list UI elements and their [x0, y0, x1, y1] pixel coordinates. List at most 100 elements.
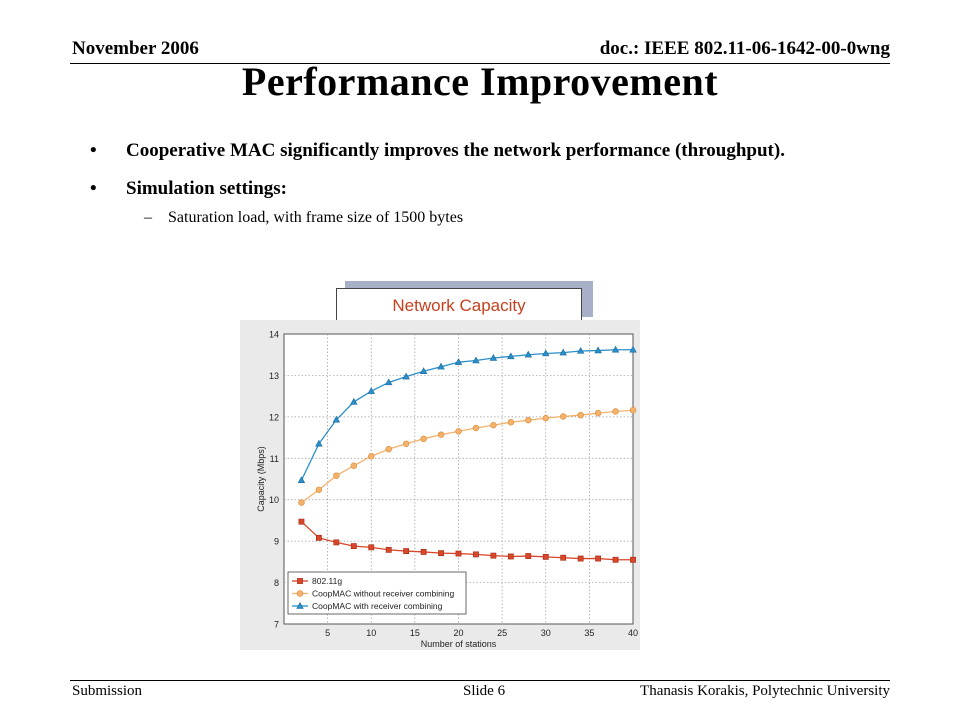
x-tick-label: 5: [325, 628, 330, 638]
series-1: [298, 407, 637, 506]
footer-divider: [70, 680, 890, 681]
data-point: [368, 544, 375, 551]
data-point: [473, 551, 479, 558]
data-point: [454, 358, 463, 365]
x-axis-label: Number of stations: [421, 639, 497, 649]
legend: 802.11g CoopMAC without receiver combinin…: [287, 571, 467, 615]
data-point: [350, 397, 358, 405]
footer-submission: Submission: [72, 683, 143, 699]
data-point: [524, 350, 533, 358]
data-point: [489, 354, 498, 361]
data-point: [629, 407, 637, 414]
data-point: [315, 486, 323, 493]
data-point: [437, 362, 445, 370]
x-tick-label: 35: [584, 628, 594, 638]
sub-bullet-item: – Saturation load, with frame size of 15…: [88, 207, 848, 229]
data-point: [315, 439, 323, 447]
data-point: [385, 546, 392, 553]
legend-box: [287, 571, 467, 615]
data-point: [368, 453, 375, 460]
header-date: November 2006: [72, 38, 199, 59]
data-point: [403, 548, 410, 554]
capacity-chart: 7 8 9 10 11 12 13 14 5 10 15 20 25 30 35 40 Number of st…: [240, 320, 640, 650]
data-point: [438, 550, 444, 557]
series-line: [301, 521, 633, 561]
bullet-item: • Simulation settings:: [88, 175, 848, 202]
series-line: [300, 349, 633, 481]
data-point: [542, 414, 549, 422]
header-divider: [70, 63, 890, 64]
data-point: [333, 539, 340, 546]
data-point: [402, 440, 410, 447]
legend-marker: [297, 578, 303, 584]
data-point: [629, 345, 637, 353]
data-point: [612, 556, 619, 563]
legend-marker: [296, 590, 304, 597]
header-doc-id: doc.: IEEE 802.11-06-1642-00-0wng: [599, 38, 890, 59]
data-point: [595, 555, 601, 562]
data-point: [490, 552, 497, 559]
data-point: [332, 415, 341, 423]
data-point: [367, 387, 375, 394]
data-point: [507, 352, 515, 360]
x-tick-label: 15: [410, 628, 420, 638]
data-point: [560, 554, 567, 561]
data-point: [472, 424, 480, 432]
data-point: [490, 421, 497, 429]
bullet-list: • Cooperative MAC significantly improves…: [88, 137, 848, 229]
data-point: [333, 472, 340, 479]
data-point: [559, 348, 567, 356]
data-point: [420, 549, 427, 555]
slide-title: Performance Improvement: [241, 59, 719, 104]
data-point: [525, 553, 532, 559]
y-tick-label: 13: [269, 371, 279, 381]
data-point: [350, 462, 358, 469]
data-point: [298, 518, 305, 525]
data-point: [577, 411, 584, 419]
data-point: [402, 372, 410, 380]
y-tick-label: 7: [274, 620, 279, 630]
data-point: [298, 499, 305, 506]
sub-bullet-text: Saturation load, with frame size of 1500…: [168, 209, 464, 226]
data-point: [507, 419, 515, 426]
data-point: [384, 378, 393, 386]
series-0: [298, 518, 636, 563]
y-axis-label: Capacity (Mbps): [256, 446, 266, 512]
legend-label: CoopMAC with receiver combining: [312, 601, 443, 611]
data-point: [437, 431, 445, 438]
data-point: [316, 534, 322, 541]
data-point: [577, 555, 584, 562]
data-point: [576, 346, 585, 354]
bullet-text: Cooperative MAC significantly improves t…: [126, 140, 785, 161]
x-tick-label: 20: [453, 628, 463, 638]
data-point: [542, 349, 550, 357]
sub-bullet-marker: –: [144, 209, 152, 226]
y-tick-label: 9: [274, 537, 279, 547]
legend-label: 802.11g: [312, 576, 342, 586]
data-point: [419, 367, 428, 374]
data-point: [594, 346, 602, 354]
y-tick-label: 8: [274, 578, 279, 588]
footer-slide-number: Slide 6: [463, 683, 506, 699]
network-capacity-callout: Network Capacity: [336, 288, 582, 324]
series-2: [297, 345, 637, 483]
data-point: [525, 416, 532, 424]
data-point: [612, 408, 619, 415]
y-tick-label: 14: [269, 330, 279, 340]
y-tick-label: 12: [269, 412, 279, 422]
data-point: [297, 476, 306, 483]
bullet-marker: •: [90, 140, 97, 161]
footer-author: Thanasis Korakis, Polytechnic University: [640, 683, 890, 699]
data-point: [455, 550, 462, 557]
x-tick-label: 10: [366, 628, 376, 638]
data-point: [420, 435, 427, 443]
y-tick-label: 10: [269, 495, 279, 505]
data-point: [594, 409, 602, 417]
legend-label: CoopMAC without receiver combining: [312, 589, 454, 599]
data-point: [472, 356, 480, 364]
y-tick-label: 11: [270, 454, 279, 464]
x-tick-label: 25: [497, 628, 507, 638]
data-point: [611, 345, 620, 353]
bullet-marker: •: [90, 178, 97, 199]
data-point: [507, 553, 514, 560]
